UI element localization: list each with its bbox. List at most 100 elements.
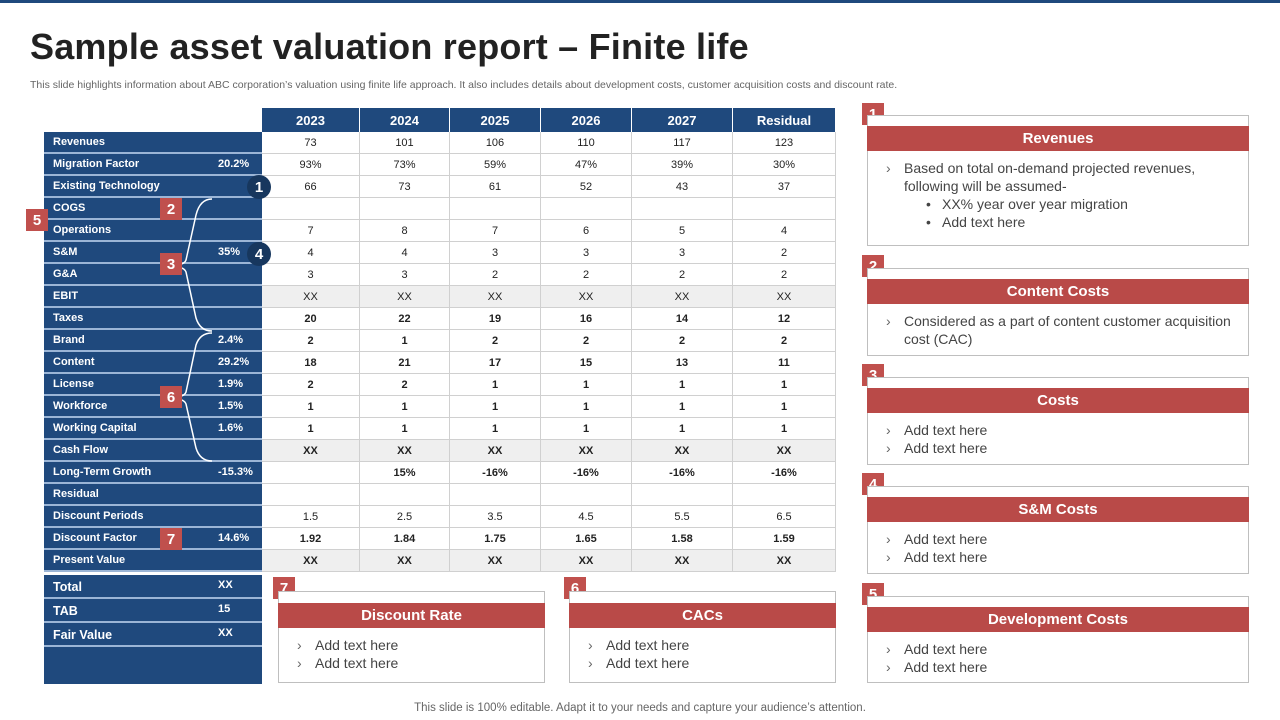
summary-row: TAB 15 xyxy=(44,599,262,623)
table-cell: 66 xyxy=(262,176,360,198)
row-label: Present Value xyxy=(44,550,262,572)
table-cell: 73% xyxy=(360,154,450,176)
table-cell: 101 xyxy=(360,132,450,154)
table-cell: -16% xyxy=(733,462,836,484)
column-header-2023: 2023 xyxy=(262,108,360,132)
summary-label: Fair Value xyxy=(53,628,113,642)
table-cell: 1.75 xyxy=(450,528,541,550)
table-cell: XX xyxy=(262,550,360,572)
table-cell: 73 xyxy=(360,176,450,198)
card-body: Add text hereAdd text here xyxy=(588,636,825,672)
summary-value: 15 xyxy=(218,603,231,615)
table-cell: 8 xyxy=(360,220,450,242)
table-cell: 7 xyxy=(262,220,360,242)
row-label-text: G&A xyxy=(53,268,78,280)
table-cell: -16% xyxy=(450,462,541,484)
table-cell: 2 xyxy=(450,264,541,286)
table-cell: 1 xyxy=(541,374,632,396)
card-title: Costs xyxy=(867,388,1249,413)
card-body: Add text hereAdd text here xyxy=(886,530,1238,566)
row-label: Brand 2.4% xyxy=(44,330,262,352)
row-label: Existing Technology xyxy=(44,176,262,198)
table-cell: 20 xyxy=(262,308,360,330)
table-cell: 2.5 xyxy=(360,506,450,528)
callout-card-s-m-costs: S&M Costs Add text hereAdd text here xyxy=(867,486,1249,574)
table-cell: 1 xyxy=(450,374,541,396)
bullet-item: Add text here xyxy=(297,654,534,672)
row-label: Residual xyxy=(44,484,262,506)
marker-1: 1 xyxy=(247,175,271,199)
summary-value: XX xyxy=(218,627,233,639)
row-label: G&A xyxy=(44,264,262,286)
table-cell xyxy=(450,484,541,506)
table-cell: XX xyxy=(632,550,733,572)
table-cell: 3 xyxy=(450,242,541,264)
table-cell: 3 xyxy=(541,242,632,264)
table-cell: 1.5 xyxy=(262,506,360,528)
marker-7: 7 xyxy=(160,528,182,550)
bullet-item: Considered as a part of content customer… xyxy=(886,312,1238,348)
summary-value: XX xyxy=(218,579,233,591)
summary-label: Total xyxy=(53,580,82,594)
table-cell: 59% xyxy=(450,154,541,176)
card-body: Add text hereAdd text here xyxy=(886,421,1238,457)
top-accent-bar xyxy=(0,0,1280,3)
row-label: Revenues xyxy=(44,132,262,154)
column-header-2025: 2025 xyxy=(450,108,541,132)
card-title: Revenues xyxy=(867,126,1249,151)
table-cell: XX xyxy=(262,440,360,462)
table-cell: 12 xyxy=(733,308,836,330)
table-cell: 14 xyxy=(632,308,733,330)
card-title: CACs xyxy=(569,603,836,628)
table-cell: 3 xyxy=(262,264,360,286)
card-body: Considered as a part of content customer… xyxy=(886,312,1238,348)
table-cell: 15% xyxy=(360,462,450,484)
row-label-text: Taxes xyxy=(53,312,84,324)
row-percentage: 2.4% xyxy=(218,334,244,346)
table-cell: 1 xyxy=(632,418,733,440)
bullet-item: Add text here xyxy=(588,636,825,654)
table-cell xyxy=(360,484,450,506)
row-label-text: Content xyxy=(53,356,95,368)
table-cell: 21 xyxy=(360,352,450,374)
bullet-item: Add text here xyxy=(886,640,1238,658)
table-cell: XX xyxy=(450,440,541,462)
row-percentage: 1.6% xyxy=(218,422,244,434)
card-title: S&M Costs xyxy=(867,497,1249,522)
table-cell: 7 xyxy=(450,220,541,242)
card-body: Based on total on-demand projected reven… xyxy=(886,159,1238,231)
table-cell: 1 xyxy=(733,374,836,396)
row-label-text: Revenues xyxy=(53,136,105,148)
table-cell: 2 xyxy=(733,242,836,264)
row-percentage: 1.9% xyxy=(218,378,244,390)
bullet-item: Add text here xyxy=(588,654,825,672)
table-cell: 1 xyxy=(541,396,632,418)
table-cell: 1.65 xyxy=(541,528,632,550)
row-label: Content 29.2% xyxy=(44,352,262,374)
table-cell: 1.58 xyxy=(632,528,733,550)
table-cell: 16 xyxy=(541,308,632,330)
table-cell xyxy=(360,198,450,220)
table-cell: 2 xyxy=(262,374,360,396)
table-cell: 4.5 xyxy=(541,506,632,528)
row-label: Discount Factor 14.6% xyxy=(44,528,262,550)
table-cell: 3.5 xyxy=(450,506,541,528)
bullet-item: Add text here xyxy=(886,439,1238,457)
table-cell: XX xyxy=(632,440,733,462)
table-cell: 4 xyxy=(360,242,450,264)
table-cell: 73 xyxy=(262,132,360,154)
row-label-text: License xyxy=(53,378,94,390)
card-title: Development Costs xyxy=(867,607,1249,632)
table-cell: 1 xyxy=(450,418,541,440)
table-cell: 2 xyxy=(262,330,360,352)
row-label-text: Cash Flow xyxy=(53,444,109,456)
table-cell: 1 xyxy=(450,396,541,418)
table-cell: 47% xyxy=(541,154,632,176)
row-percentage: 20.2% xyxy=(218,158,250,170)
table-cell: 1 xyxy=(733,396,836,418)
table-cell: XX xyxy=(450,550,541,572)
table-cell: 39% xyxy=(632,154,733,176)
column-header-2024: 2024 xyxy=(360,108,450,132)
table-cell: 110 xyxy=(541,132,632,154)
table-cell: 22 xyxy=(360,308,450,330)
